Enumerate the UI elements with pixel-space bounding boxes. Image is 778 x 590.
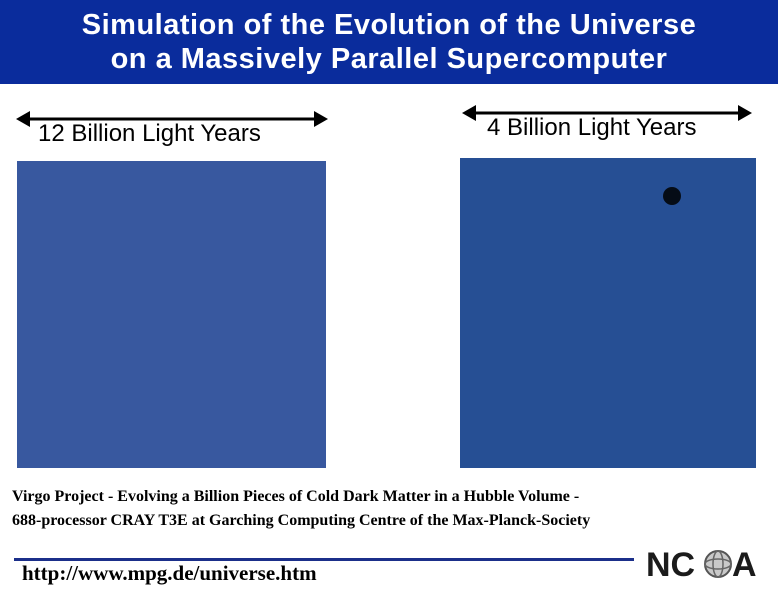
page-title-line1: Simulation of the Evolution of the Unive…: [81, 9, 697, 41]
logo-text-left: NC: [646, 546, 695, 584]
logo-text-right: A: [732, 546, 757, 584]
source-url[interactable]: http://www.mpg.de/universe.htm: [22, 561, 317, 585]
ncsa-logo: NC A: [646, 546, 757, 584]
footer-divider: [14, 558, 634, 561]
title-bar: Simulation of the Evolution of the Unive…: [0, 0, 778, 84]
right-scale-arrow: [462, 105, 752, 121]
right-scale-label: 4 Billion Light Years: [487, 114, 697, 141]
simulation-image-4-billion-ly: [460, 158, 756, 468]
caption: Virgo Project - Evolving a Billion Piece…: [12, 485, 772, 533]
left-scale-label: 12 Billion Light Years: [38, 120, 261, 147]
caption-line2: 688-processor CRAY T3E at Garching Compu…: [12, 512, 591, 529]
caption-line1: Virgo Project - Evolving a Billion Piece…: [12, 488, 580, 505]
page-title-line2: on a Massively Parallel Supercomputer: [110, 43, 668, 75]
left-scale-arrow: [16, 111, 328, 127]
simulation-image-12-billion-ly: [17, 161, 326, 468]
